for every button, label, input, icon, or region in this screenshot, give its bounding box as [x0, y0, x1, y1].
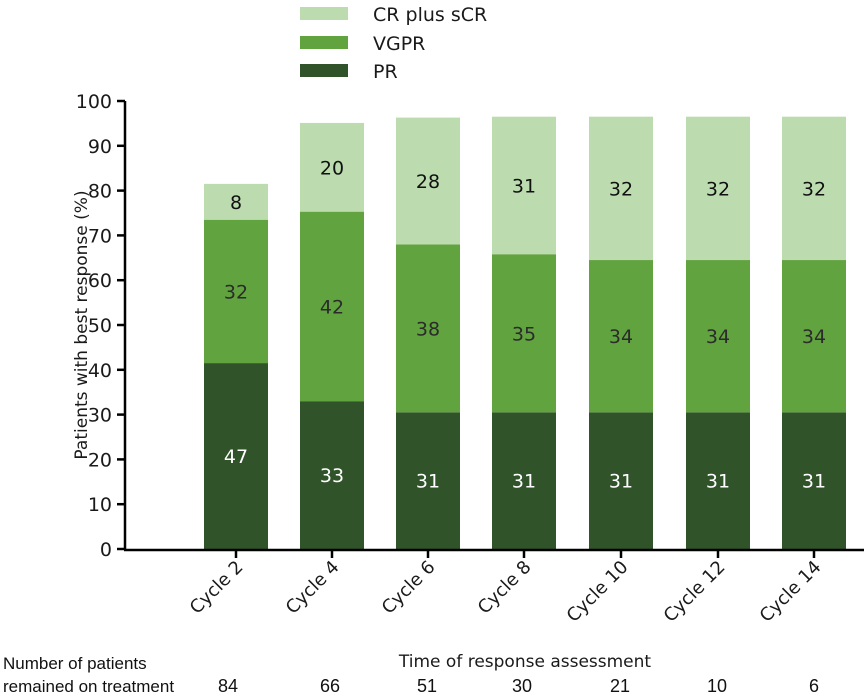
legend-label: CR plus sCR: [373, 4, 487, 26]
data-label: 34: [802, 326, 826, 348]
data-label: 8: [230, 192, 242, 214]
bars: 47 32 8 33 42 20 31 38 28 31 35 31 31 34 32 31 34 32 31 34 3…: [204, 116, 846, 549]
bar-segment-pr: [686, 412, 750, 549]
data-label: 31: [706, 471, 730, 493]
legend-swatch: [300, 64, 348, 77]
data-label: 32: [609, 178, 633, 200]
bar-segment-vgpr: [300, 211, 364, 402]
patient-count: 30: [512, 676, 532, 696]
y-tick-label: 90: [88, 136, 112, 158]
y-ticks: 0 10 20 30 40 50 60 70 80 90 100: [76, 91, 125, 561]
bar-segment-pr: [204, 363, 268, 549]
legend-swatch: [300, 36, 348, 49]
y-tick-label: 0: [100, 539, 112, 561]
y-tick-label: 30: [88, 405, 112, 427]
x-tick-label: Cycle 12: [660, 557, 730, 627]
bar-segment-pr: [589, 412, 653, 549]
y-tick-label: 10: [88, 494, 112, 516]
patient-count: 51: [417, 676, 437, 696]
legend: CR plus sCR VGPR PR: [300, 4, 487, 83]
patient-count: 21: [610, 676, 630, 696]
x-tick-label: Cycle 2: [186, 557, 248, 619]
data-label: 31: [512, 471, 536, 493]
bar-segment-vgpr: [589, 260, 653, 413]
patient-count: 10: [707, 676, 727, 696]
data-label: 28: [416, 171, 440, 193]
bar-segment-cr-plus-scr: [300, 122, 364, 212]
patients-table-label-line2: remained on treatment: [3, 677, 174, 696]
data-label: 31: [609, 471, 633, 493]
patient-count: 6: [809, 676, 819, 696]
data-label: 20: [320, 157, 344, 179]
y-tick-label: 100: [76, 91, 112, 113]
x-ticks: Cycle 2 Cycle 4 Cycle 6 Cycle 8 Cycle 10 Cycl…: [186, 550, 826, 627]
bar-segment-pr: [782, 412, 846, 549]
bar-segment-vgpr: [204, 219, 268, 364]
x-tick-label: Cycle 4: [282, 557, 344, 619]
y-tick-label: 80: [88, 181, 112, 203]
data-label: 47: [224, 446, 248, 468]
bar-segment-vgpr: [396, 244, 460, 413]
patient-count: 84: [218, 676, 238, 696]
x-tick-label: Cycle 10: [563, 557, 633, 627]
y-tick-label: 40: [88, 360, 112, 382]
data-label: 32: [224, 281, 248, 303]
data-label: 33: [320, 465, 344, 487]
data-label: 32: [802, 178, 826, 200]
bar-segment-vgpr: [782, 260, 846, 413]
bar-segment-vgpr: [686, 260, 750, 413]
y-axis-label: Patients with best response (%): [72, 190, 92, 459]
data-label: 34: [609, 326, 633, 348]
legend-label: PR: [373, 61, 398, 83]
y-tick-label: 70: [88, 225, 112, 247]
y-tick-label: 50: [88, 315, 112, 337]
y-tick-label: 20: [88, 449, 112, 471]
patients-counts: 84 66 51 30 21 10 6: [218, 676, 819, 696]
data-label: 34: [706, 326, 730, 348]
bar-segment-cr-plus-scr: [589, 116, 653, 261]
data-label: 31: [416, 471, 440, 493]
data-label: 38: [416, 318, 440, 340]
x-tick-label: Cycle 6: [378, 557, 440, 619]
legend-swatch: [300, 7, 348, 20]
bar-segment-cr-plus-scr: [492, 116, 556, 255]
bar-segment-cr-plus-scr: [686, 116, 750, 261]
patients-table-label-line1: Number of patients: [3, 654, 147, 673]
bar-segment-cr-plus-scr: [782, 116, 846, 261]
patient-count: 66: [320, 676, 340, 696]
bar-segment-cr-plus-scr: [396, 117, 460, 245]
x-axis-label: Time of response assessment: [398, 652, 652, 672]
bar-segment-pr: [492, 412, 556, 549]
x-tick-label: Cycle 8: [474, 557, 536, 619]
bar-segment-pr: [396, 412, 460, 549]
y-tick-label: 60: [88, 270, 112, 292]
bar-segment-pr: [300, 401, 364, 549]
data-label: 42: [320, 296, 344, 318]
x-tick-label: Cycle 14: [756, 557, 826, 627]
bar-segment-cr-plus-scr: [204, 183, 268, 220]
data-label: 31: [802, 471, 826, 493]
data-label: 31: [512, 175, 536, 197]
data-label: 35: [512, 323, 536, 345]
bar-segment-vgpr: [492, 254, 556, 413]
data-label: 32: [706, 178, 730, 200]
legend-label: VGPR: [373, 33, 425, 55]
